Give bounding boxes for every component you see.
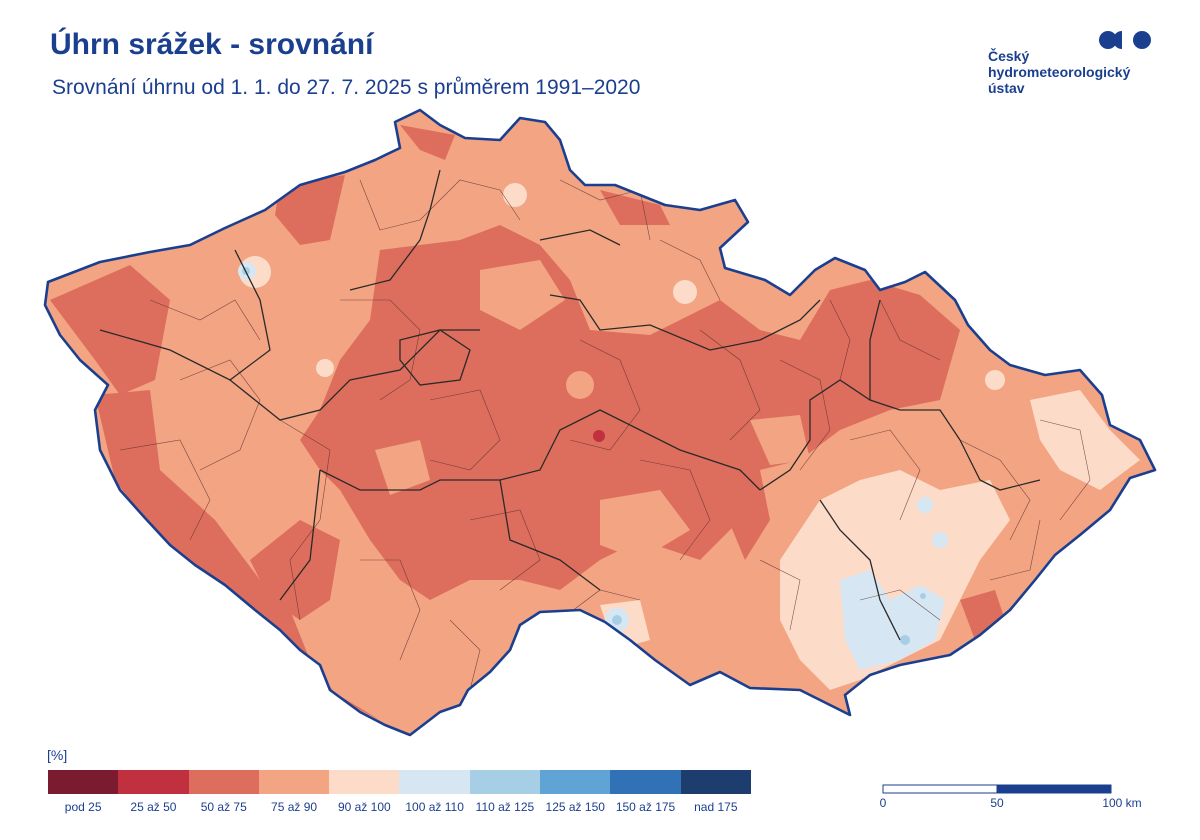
legend-swatch [329, 770, 400, 794]
legend-label: 90 až 100 [337, 800, 391, 814]
legend-color-bar [48, 770, 751, 794]
legend-labels: pod 25 25 až 50 50 až 75 75 až 90 90 až … [48, 794, 751, 814]
logo-text: Český hydrometeorologický ústav [988, 48, 1130, 96]
chmi-logo: Český hydrometeorologický ústav [988, 30, 1168, 100]
legend-swatch [48, 770, 119, 794]
scale-segment-blue [996, 784, 1112, 794]
legend-swatch [118, 770, 189, 794]
legend-label: 110 až 125 [475, 800, 535, 814]
legend-label: 125 až 150 [545, 800, 605, 814]
map-title: Úhrn srážek - srovnání [50, 28, 374, 61]
legend-label: pod 25 [64, 800, 102, 814]
legend-label: 100 až 110 [405, 800, 464, 814]
legend-label: 25 až 50 [130, 800, 177, 814]
logo-line-1: Český [988, 48, 1030, 64]
legend-swatch [399, 770, 470, 794]
scale-tick-50: 50 [990, 796, 1004, 810]
legend-label: 50 až 75 [200, 800, 247, 814]
scale-tick-0: 0 [880, 796, 887, 810]
logo-dots-icon [1099, 31, 1151, 49]
legend-swatch [258, 770, 330, 794]
legend-swatch [469, 770, 541, 794]
scale-bar: 0 50 100 km [880, 784, 1142, 810]
logo-line-3: ústav [988, 80, 1025, 96]
precipitation-map [43, 108, 1157, 737]
legend-unit: [%] [47, 747, 68, 763]
legend: pod 25 25 až 50 50 až 75 75 až 90 90 až … [48, 770, 751, 814]
legend-label: 150 až 175 [615, 800, 676, 814]
scale-segment-white [882, 784, 998, 794]
scale-tick-100: 100 km [1102, 796, 1141, 810]
legend-label: nad 175 [694, 800, 738, 814]
legend-label: 75 až 90 [271, 800, 318, 814]
legend-swatch [540, 770, 611, 794]
logo-line-2: hydrometeorologický [988, 64, 1131, 80]
map-subtitle: Srovnání úhrnu od 1. 1. do 27. 7. 2025 s… [52, 76, 641, 99]
legend-swatch [610, 770, 681, 794]
legend-swatch [188, 770, 259, 794]
legend-swatch [680, 770, 751, 794]
